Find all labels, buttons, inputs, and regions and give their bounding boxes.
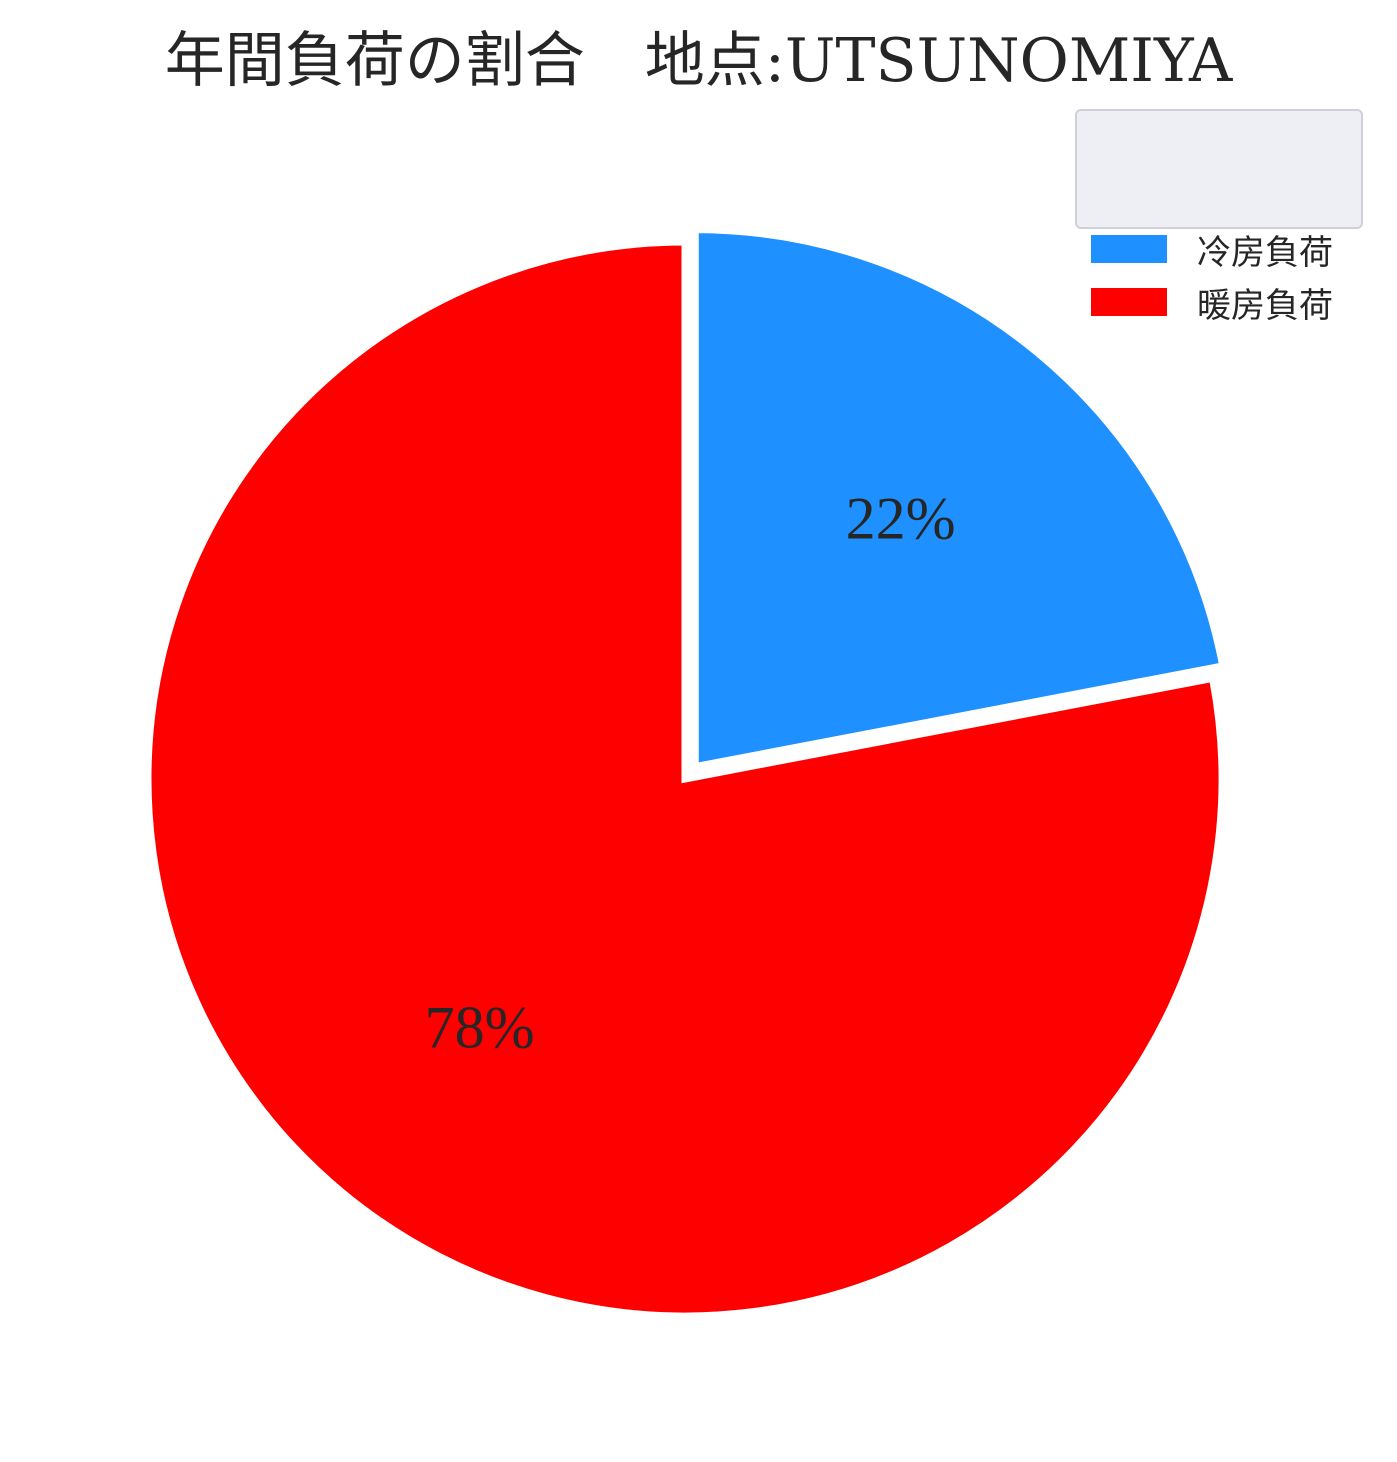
pie-slice-labels: 22% 78% — [425, 485, 956, 1060]
legend-item-heating: 暖房負荷 — [1091, 281, 1333, 326]
pie-slice-heating — [144, 238, 1226, 1320]
pie-slices — [144, 226, 1227, 1320]
legend: 冷房負荷 暖房負荷 — [1075, 109, 1363, 326]
legend-label-heating: 暖房負荷 — [1197, 285, 1333, 326]
pie-label-cooling: 22% — [846, 485, 956, 551]
chart-title: 年間負荷の割合 地点:UTSUNOMIYA — [164, 26, 1233, 96]
legend-label-cooling: 冷房負荷 — [1197, 232, 1333, 273]
pie-slice-cooling — [691, 226, 1227, 771]
pie-label-heating: 78% — [425, 994, 535, 1060]
legend-swatch-heating — [1091, 288, 1167, 316]
legend-swatch-cooling — [1091, 235, 1167, 263]
legend-item-cooling: 冷房負荷 — [1091, 228, 1333, 273]
